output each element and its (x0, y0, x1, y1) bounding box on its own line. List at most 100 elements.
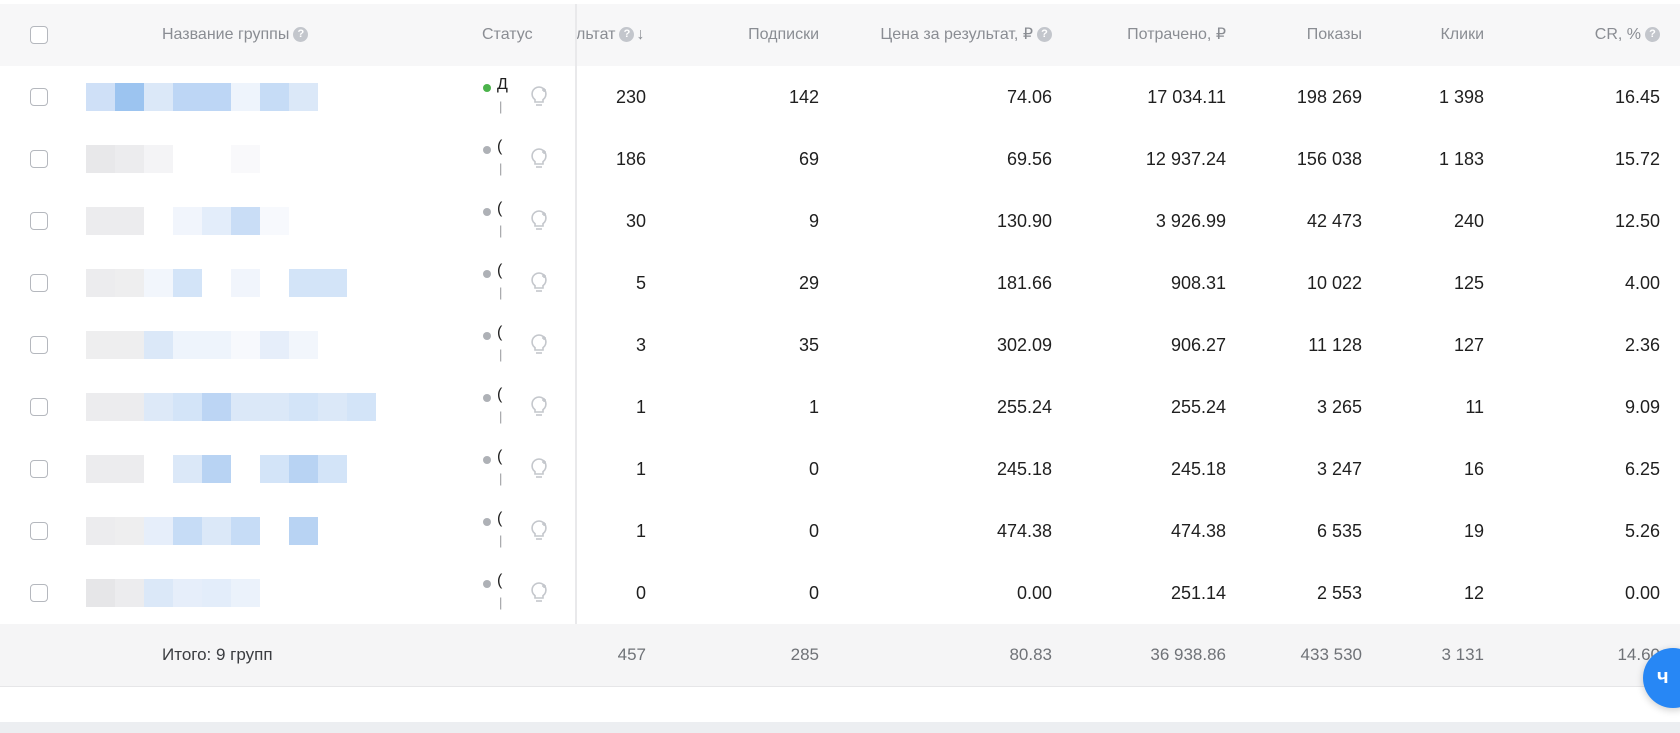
subscriptions-cell: 1 (808, 397, 819, 417)
column-result-label: льтат (576, 26, 616, 43)
totals-impressions: 433 530 (1300, 645, 1362, 664)
result-cell: 1 (635, 397, 646, 417)
sort-desc-icon[interactable]: ↓ (636, 26, 645, 43)
subscriptions-cell: 9 (808, 211, 819, 231)
table-row[interactable]: (| 186 69 69.56 12 937.24 156 038 1 183 15.72 (0, 128, 1680, 191)
group-name-blurred[interactable] (86, 145, 386, 173)
help-icon[interactable]: ? (619, 27, 635, 43)
impressions-cell: 156 038 (1296, 149, 1362, 169)
price-cell: 69.56 (1006, 149, 1052, 169)
table-row[interactable]: (| 30 9 130.90 3 926.99 42 473 240 12.50 (0, 190, 1680, 253)
impressions-cell: 10 022 (1306, 273, 1362, 293)
result-cell: 1 (635, 459, 646, 479)
lightbulb-icon[interactable] (527, 394, 551, 420)
impressions-cell: 2 553 (1316, 583, 1362, 603)
group-name-blurred[interactable] (86, 517, 386, 545)
group-name-blurred[interactable] (86, 269, 386, 297)
lightbulb-icon[interactable] (527, 456, 551, 482)
cr-cell: 12.50 (1614, 211, 1660, 231)
result-cell: 30 (625, 211, 646, 231)
select-all-checkbox[interactable] (30, 26, 48, 44)
clicks-cell: 125 (1453, 273, 1484, 293)
table-row[interactable]: (| 1 0 245.18 245.18 3 247 16 6.25 (0, 438, 1680, 501)
spent-cell: 3 926.99 (1155, 211, 1226, 231)
impressions-cell: 3 247 (1316, 459, 1362, 479)
lightbulb-icon[interactable] (527, 208, 551, 234)
help-icon[interactable]: ? (1645, 27, 1660, 43)
status-indicator (483, 84, 491, 92)
clicks-cell: 1 183 (1438, 149, 1484, 169)
table-header: Название группы? Статус льтат? ↓ Подписки… (0, 4, 1680, 67)
lightbulb-icon[interactable] (527, 146, 551, 172)
price-cell: 255.24 (996, 397, 1052, 417)
help-icon[interactable]: ? (1037, 27, 1052, 43)
table-row[interactable]: (| 1 0 474.38 474.38 6 535 19 5.26 (0, 500, 1680, 563)
group-name-blurred[interactable] (86, 393, 386, 421)
status-text: Д (497, 76, 508, 93)
impressions-cell: 3 265 (1316, 397, 1362, 417)
spent-cell: 255.24 (1170, 397, 1226, 417)
status-text: ( (497, 572, 503, 589)
impressions-cell: 11 128 (1308, 335, 1362, 355)
lightbulb-icon[interactable] (527, 518, 551, 544)
cr-cell: 16.45 (1614, 87, 1660, 107)
group-name-blurred[interactable] (86, 331, 386, 359)
table-row[interactable]: (| 5 29 181.66 908.31 10 022 125 4.00 (0, 252, 1680, 315)
row-checkbox[interactable] (30, 584, 48, 602)
column-cr[interactable]: CR, %? (1595, 4, 1660, 66)
row-checkbox[interactable] (30, 460, 48, 478)
result-cell: 0 (635, 583, 646, 603)
status-subtext: | (499, 223, 503, 238)
column-subscriptions-label: Подписки (748, 26, 819, 43)
cr-cell: 0.00 (1624, 583, 1660, 603)
price-cell: 474.38 (996, 521, 1052, 541)
column-group-name-label: Название группы (162, 26, 290, 43)
column-spent[interactable]: Потрачено, ₽ (1127, 4, 1226, 66)
status-text: ( (497, 138, 503, 155)
cr-cell: 4.00 (1624, 273, 1660, 293)
column-clicks[interactable]: Клики (1440, 4, 1484, 66)
clicks-cell: 16 (1463, 459, 1484, 479)
bottom-scrollbar[interactable] (0, 722, 1680, 733)
row-checkbox[interactable] (30, 398, 48, 416)
row-checkbox[interactable] (30, 336, 48, 354)
clicks-cell: 19 (1463, 521, 1484, 541)
group-name-blurred[interactable] (86, 207, 386, 235)
column-status[interactable]: Статус (482, 4, 533, 66)
totals-subscriptions: 285 (790, 645, 819, 664)
lightbulb-icon[interactable] (527, 84, 551, 110)
row-checkbox[interactable] (30, 150, 48, 168)
totals-clicks: 3 131 (1441, 645, 1484, 664)
row-checkbox[interactable] (30, 212, 48, 230)
lightbulb-icon[interactable] (527, 580, 551, 606)
subscriptions-cell: 0 (808, 583, 819, 603)
column-clicks-label: Клики (1440, 26, 1484, 43)
table-row[interactable]: (| 1 1 255.24 255.24 3 265 11 9.09 (0, 376, 1680, 439)
row-checkbox[interactable] (30, 274, 48, 292)
column-result[interactable]: льтат? ↓ (576, 4, 644, 66)
column-group-name[interactable]: Название группы? (162, 4, 309, 66)
group-name-blurred[interactable] (86, 455, 386, 483)
group-name-blurred[interactable] (86, 83, 386, 111)
column-subscriptions[interactable]: Подписки (748, 4, 819, 66)
clicks-cell: 240 (1453, 211, 1484, 231)
status-subtext: | (499, 285, 503, 300)
row-checkbox[interactable] (30, 522, 48, 540)
subscriptions-cell: 0 (808, 459, 819, 479)
subscriptions-cell: 35 (798, 335, 819, 355)
group-name-blurred[interactable] (86, 579, 386, 607)
lightbulb-icon[interactable] (527, 332, 551, 358)
clicks-cell: 11 (1465, 397, 1484, 417)
result-cell: 1 (635, 521, 646, 541)
table-row[interactable]: (| 3 35 302.09 906.27 11 128 127 2.36 (0, 314, 1680, 377)
status-indicator (483, 270, 491, 278)
price-cell: 302.09 (996, 335, 1052, 355)
help-icon[interactable]: ? (293, 27, 309, 43)
impressions-cell: 198 269 (1296, 87, 1362, 107)
column-impressions[interactable]: Показы (1307, 4, 1362, 66)
table-row[interactable]: Д | 230 142 74.06 17 034.11 198 269 1 398 16.45 (0, 66, 1680, 129)
lightbulb-icon[interactable] (527, 270, 551, 296)
column-price-per-result[interactable]: Цена за результат, ₽? (880, 4, 1052, 66)
table-row[interactable]: (| 0 0 0.00 251.14 2 553 12 0.00 (0, 562, 1680, 625)
row-checkbox[interactable] (30, 88, 48, 106)
